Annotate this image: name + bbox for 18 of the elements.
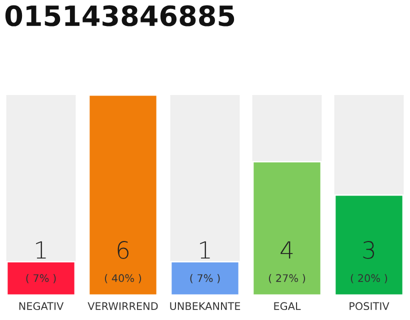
- annotation: ( 20% ): [350, 274, 388, 284]
- annotation: ( 7% ): [26, 274, 56, 284]
- x-tick-label: EGAL: [274, 302, 301, 310]
- x-tick-label: UNBEKANNTE: [170, 302, 240, 310]
- annotation: ( 7% ): [190, 274, 220, 284]
- data-label: 1: [200, 241, 210, 259]
- annotation: ( 27% ): [268, 274, 306, 284]
- data-label: 1: [36, 241, 46, 259]
- data-label: 3: [363, 241, 374, 259]
- x-tick-label: VERWIRREND: [88, 302, 158, 310]
- data-label: 6: [118, 241, 128, 259]
- data-label: 4: [280, 241, 293, 259]
- bar: [170, 261, 240, 296]
- x-tick-label: NEGATIV: [19, 302, 64, 310]
- chart-title: 015143846885: [5, 5, 234, 26]
- annotation: ( 40% ): [104, 274, 142, 284]
- bar: [6, 261, 76, 296]
- x-tick-label: POSITIV: [350, 302, 390, 310]
